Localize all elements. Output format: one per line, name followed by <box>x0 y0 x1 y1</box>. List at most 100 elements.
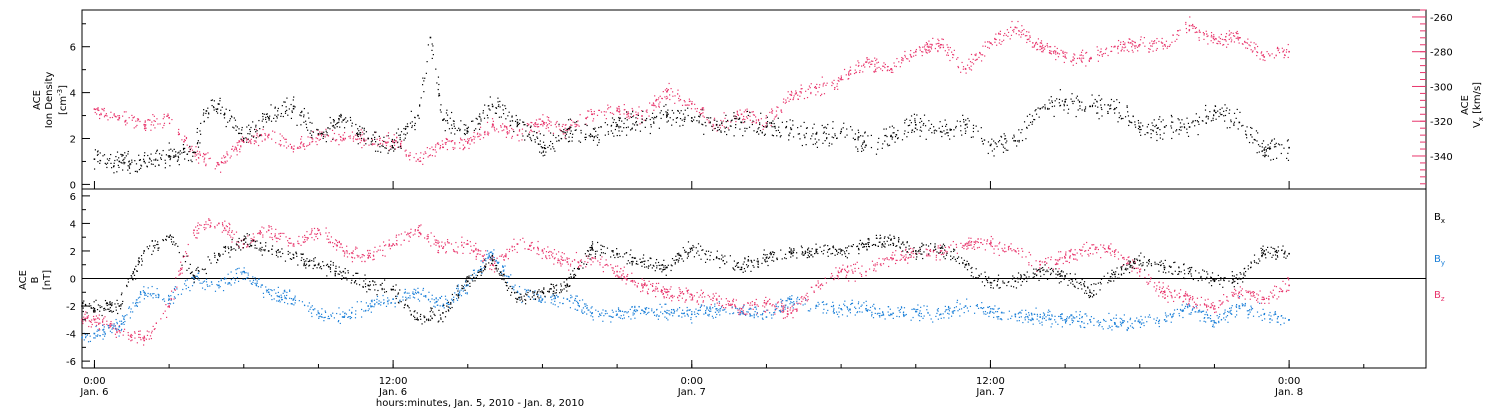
vx-sample <box>1004 33 1005 34</box>
vx-sample <box>353 136 354 137</box>
density-sample <box>1035 110 1036 111</box>
vx-sample <box>1136 45 1137 46</box>
density-sample <box>270 104 271 105</box>
density-sample <box>1234 113 1235 114</box>
density-sample <box>1059 99 1060 100</box>
bz-sample <box>692 299 693 300</box>
bz-sample <box>262 234 263 235</box>
density-sample <box>1109 108 1110 109</box>
density-sample <box>635 122 636 123</box>
density-sample <box>561 130 562 131</box>
bz-sample <box>730 304 731 305</box>
density-sample <box>398 128 399 129</box>
density-sample <box>957 120 958 121</box>
density-sample <box>739 129 740 130</box>
density-sample <box>988 153 989 154</box>
vx-sample <box>1033 47 1034 48</box>
bz-sample <box>750 302 751 303</box>
vx-sample <box>1257 52 1258 53</box>
density-sample <box>710 121 711 122</box>
vx-sample <box>1059 53 1060 54</box>
vx-sample <box>781 112 782 113</box>
bz-sample <box>260 234 261 235</box>
vx-sample <box>154 116 155 117</box>
vx-sample <box>303 145 304 146</box>
vx-sample <box>1254 48 1255 49</box>
density-sample <box>433 54 434 55</box>
vx-sample <box>430 154 431 155</box>
bz-point <box>392 243 394 245</box>
density-sample <box>1138 128 1139 129</box>
density-sample <box>303 122 304 123</box>
bz-sample <box>1167 302 1168 303</box>
density-sample <box>438 93 439 94</box>
density-sample <box>394 142 395 143</box>
density-sample <box>659 128 660 129</box>
bz-sample <box>357 255 358 256</box>
density-sample <box>1079 108 1080 109</box>
vx-sample <box>258 136 259 137</box>
density-sample <box>1257 132 1258 133</box>
density-sample <box>150 154 151 155</box>
density-sample <box>605 135 606 136</box>
density-sample <box>1003 146 1004 147</box>
bz-sample <box>677 297 678 298</box>
density-sample <box>479 113 480 114</box>
bz-sample <box>1065 261 1066 262</box>
bz-sample <box>719 303 720 304</box>
vx-sample <box>1230 37 1231 38</box>
density-sample <box>1224 120 1225 121</box>
density-sample <box>214 100 215 101</box>
vx-sample <box>152 114 153 115</box>
bz-sample <box>664 297 665 298</box>
bz-point <box>741 308 743 310</box>
bz-sample <box>604 265 605 266</box>
density-sample <box>904 133 905 134</box>
density-sample <box>274 115 275 116</box>
bz-sample <box>801 297 802 298</box>
vx-sample <box>795 93 796 94</box>
vx-sample <box>205 165 206 166</box>
bz-sample <box>1256 293 1257 294</box>
density-sample <box>1206 116 1207 117</box>
bz-sample <box>415 229 416 230</box>
vx-sample <box>261 135 262 136</box>
density-sample <box>943 130 944 131</box>
density-sample <box>908 125 909 126</box>
vx-sample <box>921 51 922 52</box>
bz-sample <box>1165 294 1166 295</box>
density-sample <box>1101 109 1102 110</box>
density-sample <box>170 159 171 160</box>
vx-sample <box>766 115 767 116</box>
density-sample <box>428 44 429 45</box>
vx-sample <box>1070 61 1071 62</box>
density-sample <box>1000 136 1001 137</box>
density-sample <box>724 131 725 132</box>
density-sample <box>1051 100 1052 101</box>
vx-point <box>467 141 469 143</box>
density-sample <box>499 106 500 107</box>
density-sample <box>862 148 863 149</box>
density-sample <box>460 120 461 121</box>
density-sample <box>480 123 481 124</box>
bz-sample <box>438 243 439 244</box>
vx-sample <box>501 127 502 128</box>
vx-sample <box>236 150 237 151</box>
density-sample <box>265 119 266 120</box>
vx-sample <box>588 111 589 112</box>
density-sample <box>309 122 310 123</box>
vx-sample <box>362 132 363 133</box>
density-sample <box>766 123 767 124</box>
density-sample <box>965 128 966 129</box>
density-sample <box>333 121 334 122</box>
bz-sample <box>558 251 559 252</box>
density-sample <box>981 138 982 139</box>
density-sample <box>806 133 807 134</box>
bz-sample <box>383 241 384 242</box>
density-sample <box>179 154 180 155</box>
density-sample <box>860 135 861 136</box>
bz-sample <box>764 306 765 307</box>
vx-sample <box>164 123 165 124</box>
vx-sample <box>1156 50 1157 51</box>
vx-sample <box>506 137 507 138</box>
